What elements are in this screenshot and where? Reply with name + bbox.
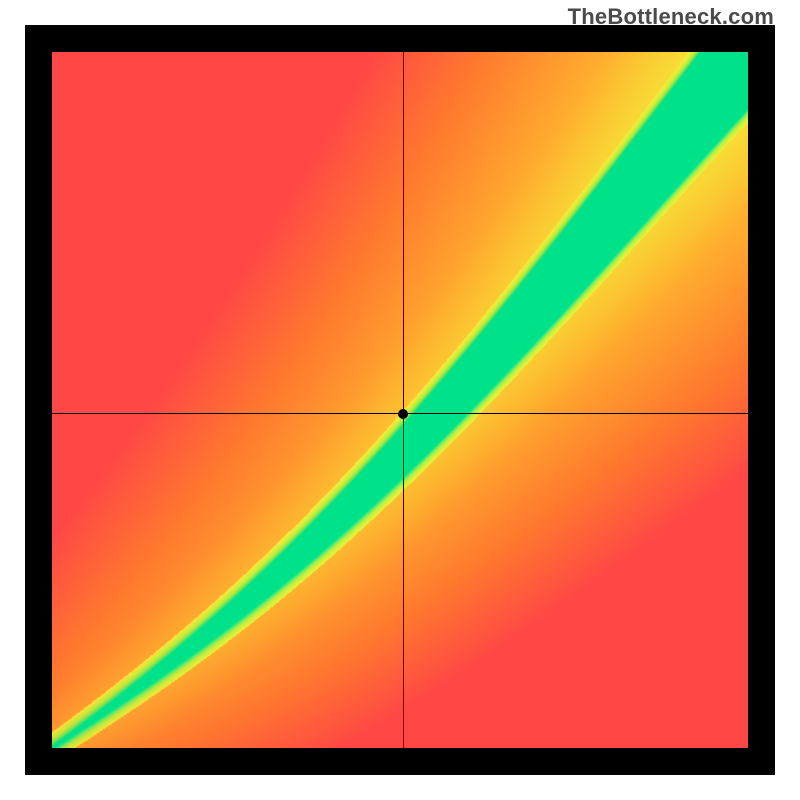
heatmap-canvas [52, 52, 748, 748]
crosshair-marker-dot [398, 409, 408, 419]
crosshair-vertical [403, 52, 404, 748]
chart-outer-border [25, 25, 775, 775]
chart-plot-area [52, 52, 748, 748]
chart-frame: TheBottleneck.com [0, 0, 800, 800]
